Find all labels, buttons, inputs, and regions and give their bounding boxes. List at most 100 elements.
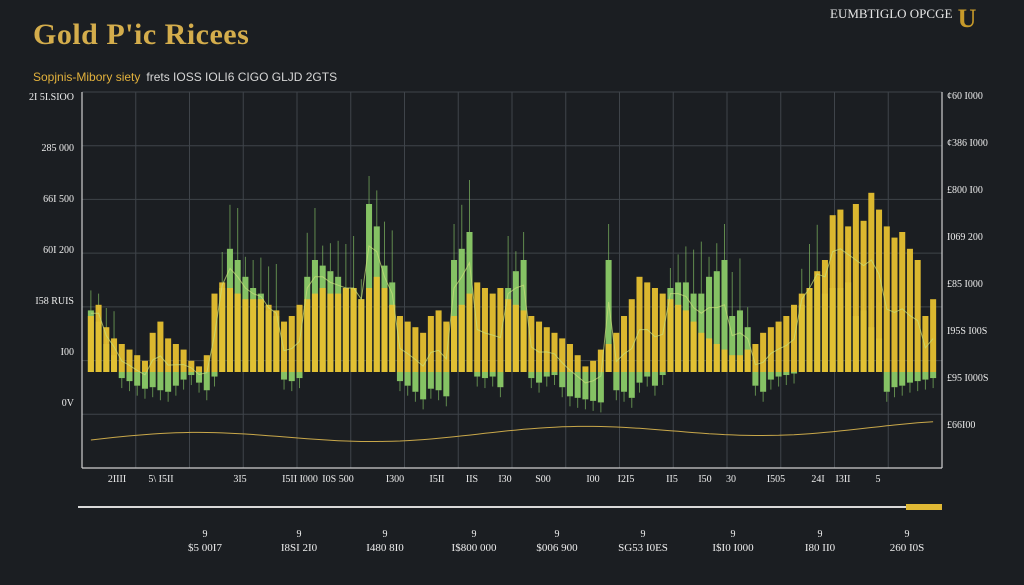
bar-green [551,372,558,376]
bar-yellow [543,327,550,372]
bottom-tick-label: I480 8I0 [366,542,404,554]
bar-yellow [512,304,519,372]
x-tick: I505 [767,474,785,485]
bar-green [481,372,488,379]
bottom-tick-label: I8SI 2I0 [281,542,318,554]
chart-title: Gold P'ic Ricees [33,18,250,51]
bar-yellow [95,304,102,372]
bar-yellow [381,288,388,372]
bar-green [536,372,543,383]
bar-yellow [605,344,612,372]
top-right-label: EUMBTIGLO OPCGE [830,6,953,21]
bar-green [713,271,720,372]
bar-yellow [412,327,419,372]
bar-yellow [876,209,883,372]
bar-yellow [234,293,241,372]
bar-green [141,372,148,389]
bar-yellow [829,215,836,372]
bar-yellow [165,338,172,372]
bar-green [574,372,581,398]
brand-logo-icon: U [957,4,977,33]
bar-green [651,372,658,386]
bar-green [767,372,774,380]
bottom-tick-label: $006 900 [536,542,578,554]
bar-yellow [675,304,682,372]
bar-green [497,372,504,388]
bar-green [489,372,496,377]
bottom-tick-marker: 9 [383,529,388,540]
separator-highlight [906,504,942,510]
bar-yellow [767,327,774,372]
bar-yellow [520,310,527,372]
bar-green [582,372,589,400]
bar-yellow [427,316,434,372]
bar-yellow [420,332,427,372]
x-tick: I300 [386,474,404,485]
bar-green [157,372,164,391]
bar-green [126,372,133,382]
bar-yellow [505,299,512,372]
bar-yellow [559,338,566,372]
bar-green [899,372,906,386]
bar-yellow [837,209,844,372]
bar-green [203,372,210,391]
bar-yellow [744,349,751,372]
bar-yellow [721,349,728,372]
bar-green [427,372,434,389]
bar-green [791,372,798,374]
bar-yellow [706,338,713,372]
bar-yellow [667,299,674,372]
bar-yellow [860,220,867,372]
bar-green [752,372,759,386]
bar-yellow [188,360,195,372]
bar-yellow [760,332,767,372]
bar-yellow [868,192,875,372]
x-tick: I2I5 [618,474,635,485]
x-tick: I5II I000 [282,474,318,485]
bar-green [621,372,628,392]
bar-yellow [590,360,597,372]
bar-green [590,372,597,401]
bar-yellow [257,299,264,372]
subtitle-text: frets IOSS IOLI6 CIGO GLJD 2GTS [146,70,338,84]
bar-yellow [489,293,496,372]
bar-green [729,316,736,372]
bar-yellow [358,299,365,372]
baseline-trend-line [90,421,934,442]
bar-yellow [906,248,913,372]
bar-yellow [304,299,311,372]
bar-green [281,372,288,380]
x-tick: 24I [811,474,824,485]
bar-green [559,372,566,388]
bar-yellow [621,316,628,372]
bar-yellow [389,304,396,372]
bar-yellow [373,276,380,372]
bar-yellow [366,288,373,372]
y-tick-right: £85 I000 [947,279,983,290]
bar-yellow [497,288,504,372]
bar-green [211,372,218,377]
bottom-tick-marker: 9 [472,529,477,540]
bar-yellow [466,293,473,372]
y-tick-right: £95 I000S [947,373,988,384]
bar-yellow [273,310,280,372]
bar-yellow [729,355,736,372]
bar-green [443,372,450,397]
bar-green [613,372,620,391]
bar-yellow [335,293,342,372]
bottom-tick-label: I$800 000 [452,542,497,554]
bar-yellow [103,327,110,372]
bottom-tick-label: SG53 I0ES [618,542,668,554]
bar-yellow [149,332,156,372]
bar-yellow [566,344,573,372]
bar-green [605,260,612,372]
bar-yellow [311,293,318,372]
bar-green [566,372,573,397]
bottom-tick-marker: 9 [731,529,736,540]
bar-yellow [690,321,697,372]
bar-yellow [806,288,813,372]
y-tick-left: 60I 200 [43,245,74,256]
chart-subtitle: Sopjnis-Mibory siety frets IOSS IOLI6 CIG… [33,70,337,84]
bar-yellow [644,282,651,372]
bar-green [706,276,713,372]
